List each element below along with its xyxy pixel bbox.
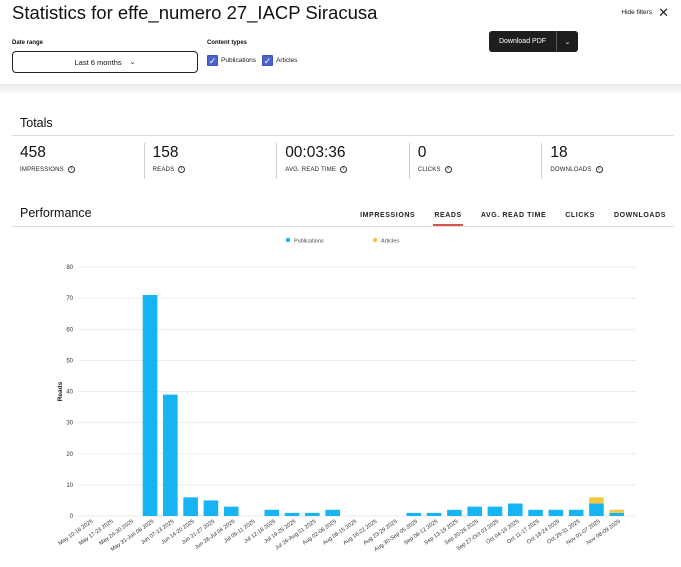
tab-downloads[interactable]: DOWNLOADS bbox=[613, 212, 666, 219]
totals-row: 458 IMPRESSIONS i 158 READS i 00:03:36 AVG… bbox=[12, 143, 674, 179]
y-tick-label: 50 bbox=[66, 358, 73, 364]
close-icon: ✕ bbox=[658, 5, 669, 20]
bar-publications bbox=[142, 295, 158, 516]
filters-divider bbox=[0, 84, 681, 94]
content-types-group: ✓ Publications ✓ Articles bbox=[207, 55, 300, 66]
bar-publications bbox=[609, 512, 625, 516]
total-value: 18 bbox=[550, 144, 568, 161]
totals-title: Totals bbox=[20, 116, 53, 130]
total-label-row: AVG. READ TIME i bbox=[285, 166, 409, 173]
y-tick-label: 10 bbox=[66, 483, 73, 489]
bar-publications bbox=[589, 503, 604, 516]
bar-articles bbox=[609, 509, 625, 513]
legend-label: Publications bbox=[294, 239, 324, 245]
download-pdf-button[interactable]: Download PDF bbox=[489, 31, 556, 52]
chevron-down-icon: ⌄ bbox=[129, 59, 136, 66]
total-label: IMPRESSIONS bbox=[20, 166, 64, 173]
y-tick-label: 30 bbox=[66, 421, 73, 427]
total-reads: 158 READS i bbox=[143, 143, 277, 179]
download-options-button[interactable]: ⌄ bbox=[556, 31, 578, 52]
articles-checkbox[interactable]: ✓ bbox=[262, 55, 274, 66]
total-downloads: 18 DOWNLOADS i bbox=[541, 143, 674, 179]
total-value: 158 bbox=[152, 144, 179, 161]
total-value: 00:03:36 bbox=[285, 144, 346, 161]
total-clicks: 0 CLICKS i bbox=[408, 143, 542, 179]
date-range-value: Last 6 months bbox=[74, 57, 122, 67]
total-avg-read-time: 00:03:36 AVG. READ TIME i bbox=[276, 143, 409, 179]
info-icon[interactable]: i bbox=[340, 166, 348, 173]
hide-filters-label: Hide filters bbox=[621, 9, 653, 16]
performance-divider bbox=[12, 226, 674, 227]
content-types-label: Content types bbox=[207, 40, 248, 46]
bar-publications bbox=[406, 512, 422, 516]
bar-publications bbox=[163, 394, 178, 516]
y-tick-label: 70 bbox=[66, 296, 73, 302]
bar-publications bbox=[203, 500, 219, 516]
bar-publications bbox=[305, 512, 320, 516]
page-title: Statistics for effe_numero 27_IACP Sirac… bbox=[12, 2, 378, 23]
reads-chart-svg: Publications Articles 0 10 20 30 40 50 60 70 80 Rea… bbox=[57, 237, 636, 553]
legend-label: Articles bbox=[381, 239, 399, 245]
bar-publications bbox=[507, 503, 523, 516]
bar-publications bbox=[548, 509, 564, 516]
info-icon[interactable]: i bbox=[67, 166, 75, 173]
total-label: DOWNLOADS bbox=[550, 166, 592, 173]
publications-checkbox-label: Publications bbox=[221, 57, 257, 64]
bar-publications bbox=[183, 497, 198, 516]
performance-title: Performance bbox=[20, 206, 92, 220]
tab-reads[interactable]: READS bbox=[433, 212, 463, 226]
bar-publications bbox=[284, 512, 300, 516]
total-label: READS bbox=[152, 166, 175, 173]
bar-publications bbox=[325, 509, 340, 516]
x-tick-label: May 10-16 2025 bbox=[58, 519, 95, 547]
total-impressions: 458 IMPRESSIONS i bbox=[12, 143, 144, 179]
bar-publications bbox=[487, 506, 503, 516]
y-tick-label: 80 bbox=[66, 265, 73, 271]
legend-swatch bbox=[285, 237, 291, 243]
date-range-label: Date range bbox=[12, 40, 44, 46]
total-label-row: READS i bbox=[153, 166, 277, 173]
y-tick-label: 60 bbox=[66, 327, 73, 333]
y-tick-label: 0 bbox=[70, 514, 74, 520]
tab-clicks[interactable]: CLICKS bbox=[565, 212, 595, 219]
reads-chart: Publications Articles 0 10 20 30 40 50 60 70 80 Rea… bbox=[0, 228, 681, 567]
tab-avg-read-time[interactable]: AVG. READ TIME bbox=[480, 212, 547, 219]
bar-publications bbox=[467, 506, 482, 516]
totals-divider bbox=[12, 135, 674, 136]
bar-publications bbox=[223, 506, 239, 516]
info-icon[interactable]: i bbox=[178, 166, 186, 173]
publications-checkbox[interactable]: ✓ bbox=[207, 55, 218, 66]
total-label: CLICKS bbox=[417, 166, 441, 173]
tab-impressions[interactable]: IMPRESSIONS bbox=[360, 212, 416, 219]
legend-swatch bbox=[372, 237, 378, 243]
info-icon[interactable]: i bbox=[444, 166, 452, 173]
total-label-row: CLICKS i bbox=[418, 166, 542, 173]
total-label: AVG. READ TIME bbox=[285, 166, 337, 173]
bar-publications bbox=[426, 512, 442, 516]
articles-checkbox-label: Articles bbox=[276, 57, 298, 64]
y-axis-label: Reads bbox=[57, 381, 64, 401]
chevron-down-icon: ⌄ bbox=[564, 38, 571, 46]
total-label-row: DOWNLOADS i bbox=[550, 166, 674, 173]
total-value: 0 bbox=[417, 144, 427, 161]
y-tick-label: 20 bbox=[66, 452, 73, 458]
date-range-select[interactable]: Last 6 months ⌄ bbox=[12, 51, 198, 73]
info-icon[interactable]: i bbox=[595, 166, 603, 173]
bar-publications bbox=[264, 509, 280, 516]
y-tick-label: 40 bbox=[66, 390, 73, 396]
performance-tabs: IMPRESSIONS READS AVG. READ TIME CLICKS … bbox=[360, 212, 666, 226]
hide-filters-button[interactable]: Hide filters ✕ bbox=[621, 6, 669, 19]
bar-articles bbox=[589, 497, 604, 504]
bar-publications bbox=[447, 509, 462, 516]
total-value: 458 bbox=[20, 144, 46, 161]
download-pdf-group: Download PDF ⌄ bbox=[489, 31, 578, 52]
bar-publications bbox=[568, 509, 584, 516]
bar-publications bbox=[528, 509, 543, 516]
total-label-row: IMPRESSIONS i bbox=[20, 166, 144, 173]
